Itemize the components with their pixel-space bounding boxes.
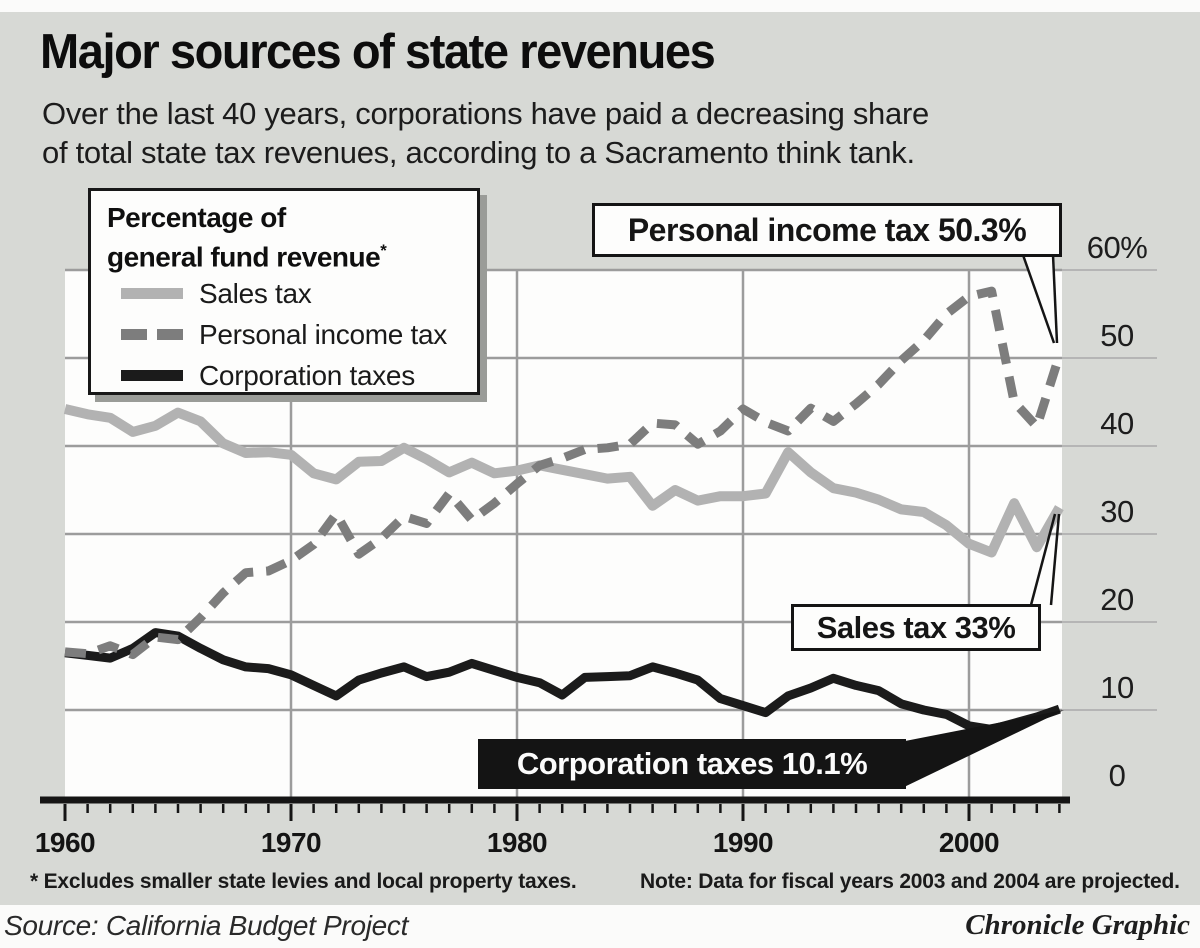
subtitle-line-2: of total state tax revenues, according t… (42, 135, 915, 170)
legend-label-corporation-taxes: Corporation taxes (199, 359, 415, 391)
x-axis-label-1980: 1980 (486, 827, 548, 858)
y-axis-label-20: 20 (1100, 582, 1134, 617)
corporation-taxes-line (64, 628, 1061, 734)
legend-item-personal-income-tax: Personal income tax (107, 314, 477, 355)
footnote-projection-note: Note: Data for fiscal years 2003 and 200… (640, 870, 1180, 893)
corp-callout-tail (900, 710, 1064, 789)
source-credit: Source: California Budget Project (4, 910, 409, 941)
subtitle-line-1: Over the last 40 years, corporations hav… (42, 96, 929, 131)
callout-sales-tax: Sales tax 33% (791, 604, 1041, 651)
x-axis-label-1960: 1960 (34, 827, 96, 858)
legend-item-sales-tax: Sales tax (107, 273, 477, 314)
footnote-asterisk: * Excludes smaller state levies and loca… (30, 870, 577, 893)
legend-title-line-1: Percentage of (107, 202, 286, 233)
legend-label-personal-income-tax: Personal income tax (199, 318, 447, 350)
callout-personal-income-tax: Personal income tax 50.3% (592, 203, 1062, 257)
sales-tax-line (63, 404, 1064, 558)
subtitle: Over the last 40 years, corporations hav… (42, 94, 929, 172)
page-title: Major sources of state revenues (40, 25, 716, 79)
legend-asterisk: * (380, 241, 387, 260)
legend-title-line-2: general fund revenue* (107, 241, 387, 273)
sales-tail-edge-right (1049, 513, 1061, 606)
personal-income-tax-dashed-swatch (121, 329, 183, 341)
sales-tail-edge-left (1029, 513, 1057, 606)
legend-item-corporation-taxes: Corporation taxes (107, 355, 477, 396)
chronicle-graphic-credit: Chronicle Graphic (965, 909, 1190, 941)
y-axis-label-60: 60% (1086, 230, 1148, 265)
legend-label-sales-tax: Sales tax (199, 277, 312, 309)
pit-tail-edge-right (1051, 254, 1059, 344)
y-axis-label-50: 50 (1100, 318, 1134, 353)
y-axis-label-30: 30 (1100, 494, 1134, 529)
x-axis-label-1970: 1970 (260, 827, 322, 858)
bottom-margin-strip (0, 905, 1200, 948)
y-axis-label-10: 10 (1100, 670, 1134, 705)
x-axis-label-1990: 1990 (712, 827, 774, 858)
chart-legend: Percentage of general fund revenue* Sale… (88, 188, 480, 395)
y-axis-label-0: 0 (1108, 758, 1126, 793)
callout-corporation-taxes: Corporation taxes 10.1% (478, 739, 906, 789)
legend-title: Percentage of general fund revenue* (107, 201, 477, 273)
top-margin-strip (0, 0, 1200, 12)
sales-tax-line-swatch (121, 288, 183, 300)
corporation-taxes-line-swatch (121, 370, 183, 382)
x-axis-label-2000: 2000 (938, 827, 1000, 858)
pit-tail-edge-left (1021, 254, 1056, 344)
y-axis-label-40: 40 (1100, 406, 1134, 441)
